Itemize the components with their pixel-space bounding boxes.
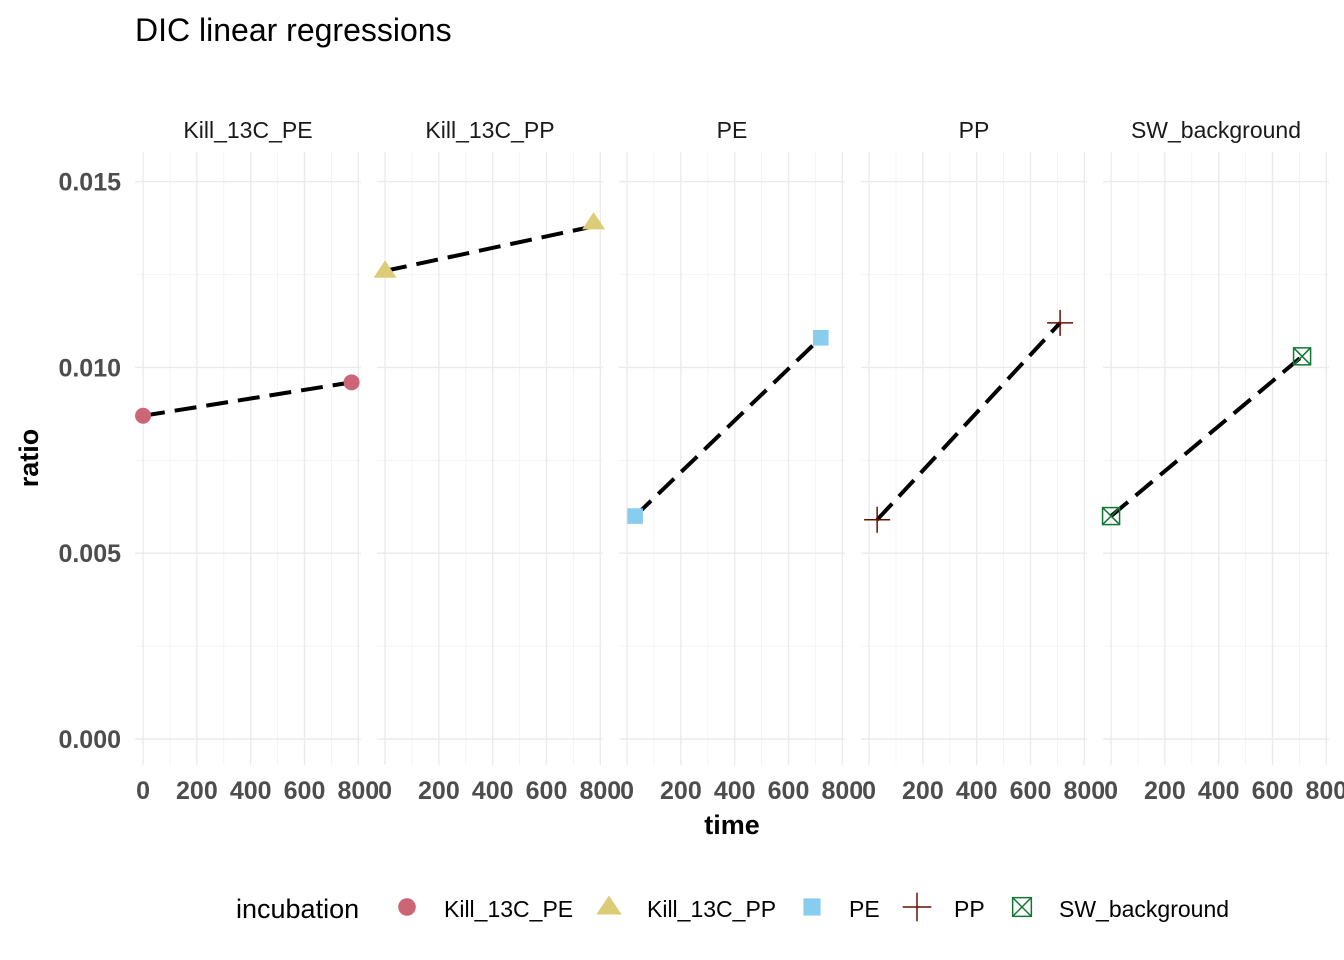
facet-panels: Kill_13C_PE 0 200 400 600 800 Kill_13C_PP 0 200 4… bbox=[135, 117, 1344, 805]
x-tick-label: 0 bbox=[620, 777, 634, 805]
x-tick-label: 800 bbox=[1063, 777, 1105, 805]
chart-title: DIC linear regressions bbox=[135, 12, 452, 48]
facet-strip-label: Kill_13C_PP bbox=[425, 117, 554, 143]
legend-item: PP bbox=[902, 892, 985, 922]
data-point bbox=[1292, 347, 1312, 366]
legend-key bbox=[1011, 896, 1033, 918]
regression-line bbox=[875, 321, 1062, 522]
data-point bbox=[1101, 506, 1121, 526]
y-tick-label: 0.000 bbox=[58, 726, 121, 754]
legend-item: PE bbox=[803, 896, 880, 922]
x-tick-label: 0 bbox=[136, 777, 150, 805]
data-point bbox=[343, 374, 360, 391]
x-tick-label: 0 bbox=[378, 777, 392, 805]
legend-label: SW_background bbox=[1059, 896, 1229, 922]
data-point bbox=[135, 407, 152, 424]
facet-panel-1: Kill_13C_PE 0 200 400 600 800 bbox=[135, 117, 379, 805]
x-tick-label: 600 bbox=[526, 777, 568, 805]
legend-key bbox=[596, 895, 622, 915]
regression-line bbox=[633, 336, 823, 518]
legend-label: PP bbox=[954, 896, 985, 922]
legend-label: PE bbox=[849, 896, 880, 922]
data-point bbox=[627, 508, 643, 524]
legend-item: SW_background bbox=[1011, 896, 1229, 922]
legend-label: Kill_13C_PE bbox=[444, 896, 573, 922]
legend: incubation Kill_13C_PE Kill_13C_PP PE PP SW_b… bbox=[236, 892, 1229, 924]
x-tick-label: 200 bbox=[418, 777, 460, 805]
y-tick-label: 0.005 bbox=[58, 540, 121, 568]
x-tick-label: 800 bbox=[579, 777, 621, 805]
legend-title: incubation bbox=[236, 894, 359, 924]
x-tick-label: 400 bbox=[230, 777, 272, 805]
data-point bbox=[864, 506, 891, 533]
facet-panel-4: PP 0 200 400 600 800 bbox=[861, 117, 1105, 805]
x-tick-label: 0 bbox=[1104, 777, 1118, 805]
y-tick-label: 0.015 bbox=[58, 169, 121, 197]
legend-key bbox=[902, 892, 932, 922]
x-tick-label: 200 bbox=[176, 777, 218, 805]
y-axis-title: ratio bbox=[14, 429, 44, 488]
legend-item: Kill_13C_PE bbox=[398, 896, 573, 922]
regression-line bbox=[384, 224, 595, 273]
y-tick-label: 0.010 bbox=[58, 354, 121, 382]
regression-line bbox=[142, 380, 352, 418]
x-tick-label: 200 bbox=[1144, 777, 1186, 805]
x-tick-label: 400 bbox=[956, 777, 998, 805]
facet-strip-label: SW_background bbox=[1131, 117, 1301, 143]
data-point bbox=[373, 260, 397, 278]
x-tick-label: 600 bbox=[768, 777, 810, 805]
facet-strip-label: Kill_13C_PE bbox=[183, 117, 312, 143]
legend-label: Kill_13C_PP bbox=[647, 896, 776, 922]
facet-strip-label: PP bbox=[959, 117, 990, 143]
legend-key bbox=[803, 898, 821, 916]
facet-panel-2: Kill_13C_PP 0 200 400 600 800 bbox=[373, 117, 621, 805]
x-tick-label: 600 bbox=[1010, 777, 1052, 805]
x-axis-title: time bbox=[704, 810, 760, 840]
x-tick-label: 200 bbox=[660, 777, 702, 805]
legend-key bbox=[398, 898, 416, 916]
legend-item: Kill_13C_PP bbox=[596, 895, 776, 922]
data-point bbox=[1047, 309, 1074, 336]
data-point bbox=[812, 329, 829, 346]
x-tick-label: 600 bbox=[1252, 777, 1294, 805]
x-tick-label: 800 bbox=[821, 777, 863, 805]
x-tick-label: 600 bbox=[284, 777, 326, 805]
x-tick-label: 400 bbox=[1198, 777, 1240, 805]
data-point bbox=[582, 212, 606, 230]
x-tick-label: 400 bbox=[714, 777, 756, 805]
x-tick-label: 400 bbox=[472, 777, 514, 805]
x-tick-label: 0 bbox=[862, 777, 876, 805]
x-tick-label: 800 bbox=[337, 777, 379, 805]
x-tick-label: 800 bbox=[1305, 777, 1344, 805]
facet-strip-label: PE bbox=[717, 117, 748, 143]
facet-panel-5: SW_background 0 200 400 600 800 bbox=[1101, 117, 1344, 805]
regression-line bbox=[1109, 354, 1304, 518]
x-tick-label: 200 bbox=[902, 777, 944, 805]
facet-panel-3: PE 0 200 400 600 800 bbox=[619, 117, 863, 805]
